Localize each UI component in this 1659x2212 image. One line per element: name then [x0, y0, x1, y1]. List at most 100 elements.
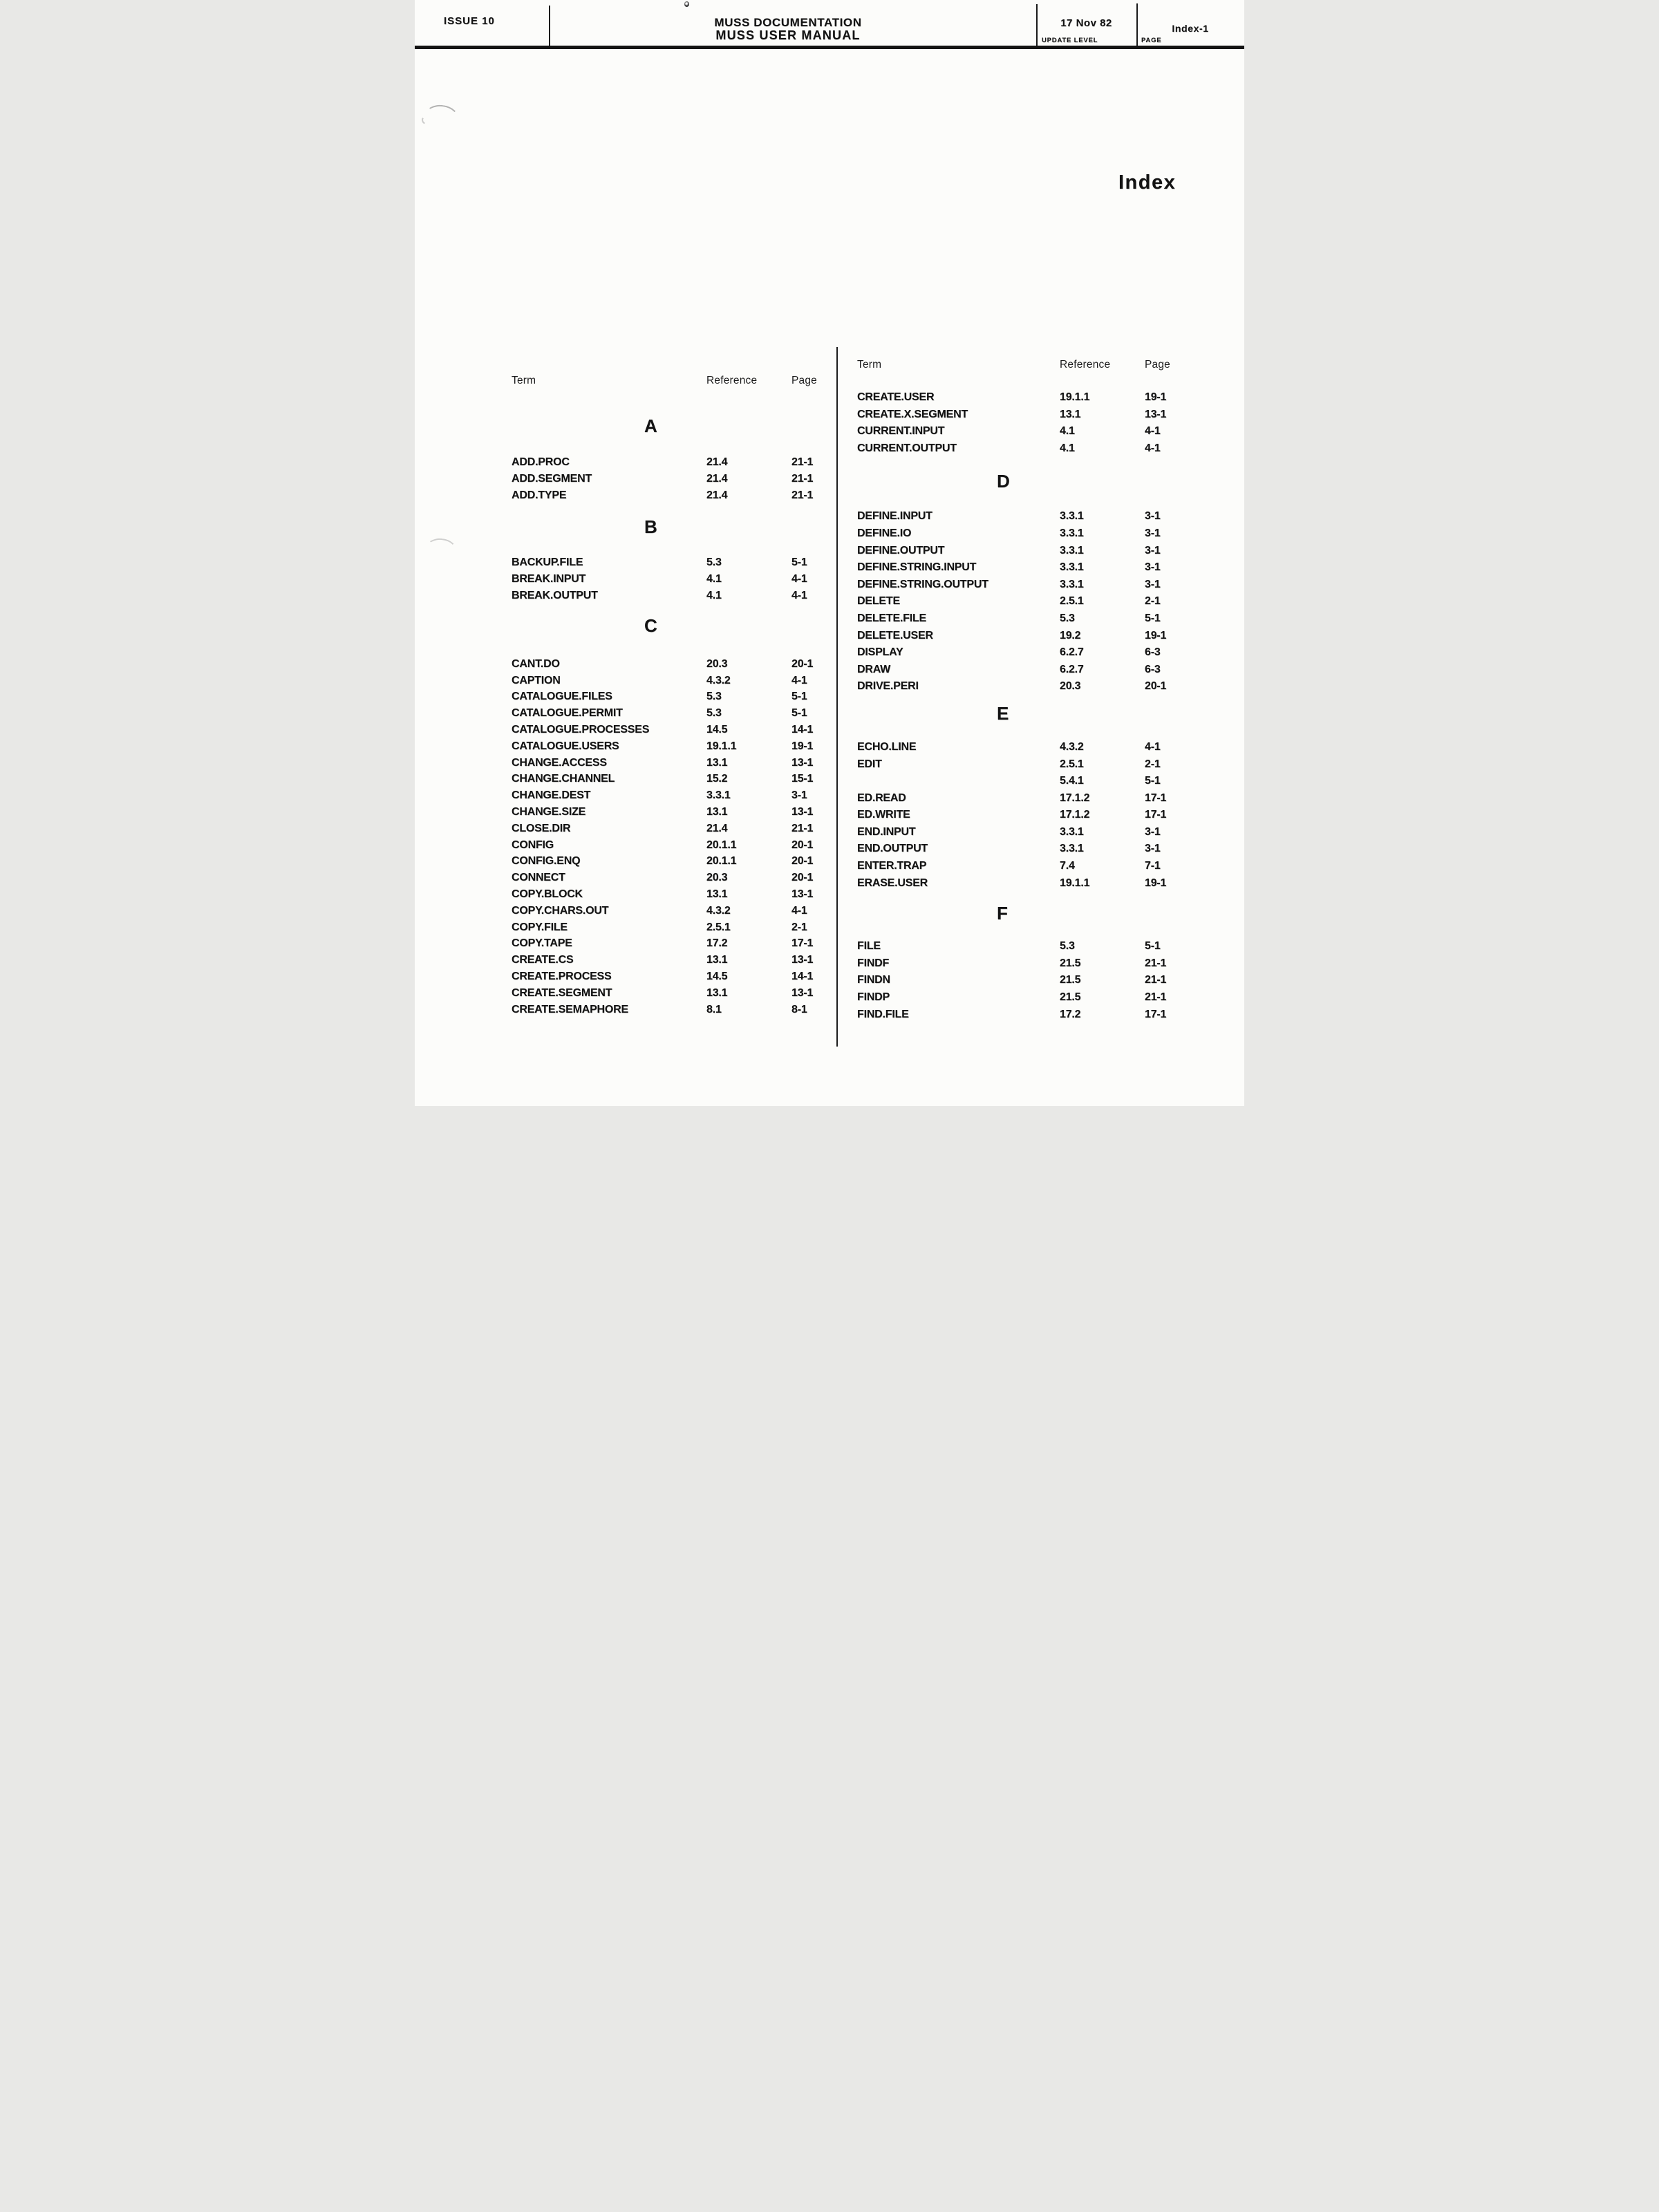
- index-page: 3-1: [1145, 527, 1161, 539]
- index-page: 3-1: [1145, 843, 1161, 855]
- index-page: 17-1: [1145, 791, 1167, 804]
- column-header-page: Page: [791, 375, 817, 386]
- index-row: FINDN 21.5 21-1: [857, 974, 1179, 991]
- index-reference: 2.5.1: [1060, 595, 1084, 608]
- header-divider-2: [1036, 4, 1038, 46]
- index-page: 19-1: [1145, 877, 1167, 889]
- index-term: CONFIG.ENQ: [512, 855, 581, 868]
- index-page: 5-1: [1145, 940, 1161, 953]
- index-row: FIND.FILE 17.2 17-1: [857, 1009, 1179, 1026]
- index-term: CREATE.PROCESS: [512, 970, 612, 982]
- index-reference: 3.3.1: [1060, 843, 1084, 855]
- index-reference: 14.5: [706, 723, 728, 735]
- index-page: 2-1: [1145, 758, 1161, 770]
- document-title-line1: MUSS DOCUMENTATION: [714, 16, 862, 29]
- index-term: ENTER.TRAP: [857, 860, 927, 872]
- index-row: COPY.TAPE 17.2 17-1: [512, 937, 834, 954]
- index-reference: 5.3: [1060, 940, 1075, 953]
- index-reference: 13.1: [706, 805, 728, 818]
- index-page: 5-1: [791, 691, 807, 703]
- index-page: 4-1: [791, 573, 807, 585]
- index-term: DEFINE.IO: [857, 527, 912, 539]
- column-header-term: Term: [857, 359, 882, 371]
- index-page: 4-1: [1145, 425, 1161, 438]
- index-page: 21-1: [791, 472, 814, 485]
- index-page: 13-1: [791, 756, 814, 769]
- index-reference: 5.3: [1060, 612, 1075, 624]
- index-row: CATALOGUE.USERS 19.1.1 19-1: [512, 740, 834, 757]
- index-row: DEFINE.STRING.INPUT 3.3.1 3-1: [857, 561, 1179, 579]
- index-term: EDIT: [857, 758, 882, 770]
- index-page: 6-3: [1145, 646, 1161, 659]
- index-term: CHANGE.SIZE: [512, 805, 586, 818]
- index-reference: 21.5: [1060, 991, 1081, 1004]
- index-row: DELETE.USER 19.2 19-1: [857, 630, 1179, 647]
- index-reference: 5.3: [706, 556, 722, 569]
- update-level-box: 17 Nov 82 UPDATE LEVEL: [1036, 0, 1136, 46]
- index-reference: 20.1.1: [706, 838, 737, 851]
- index-row: CHANGE.ACCESS 13.1 13-1: [512, 757, 834, 774]
- index-page: 4-1: [791, 904, 807, 917]
- index-page: 5-1: [791, 707, 807, 720]
- section-letter-f: F: [997, 903, 1008, 924]
- index-row: DRAW 6.2.7 6-3: [857, 664, 1179, 681]
- index-page: 8-1: [791, 1003, 807, 1015]
- index-page: 2-1: [791, 921, 807, 933]
- page-number-value: Index-1: [1172, 23, 1209, 34]
- index-term: CREATE.X.SEGMENT: [857, 408, 968, 420]
- index-term: CATALOGUE.FILES: [512, 691, 612, 703]
- scan-arc-artifact: [424, 536, 458, 564]
- index-page: 3-1: [1145, 578, 1161, 590]
- index-term: CREATE.SEGMENT: [512, 986, 612, 999]
- index-term: CREATE.SEMAPHORE: [512, 1003, 628, 1015]
- index-term: CHANGE.CHANNEL: [512, 773, 615, 785]
- index-reference: 19.1.1: [706, 740, 737, 752]
- index-reference: 17.2: [1060, 1008, 1081, 1020]
- index-page: 17-1: [791, 937, 814, 950]
- index-reference: 4.3.2: [1060, 740, 1084, 753]
- index-page: 7-1: [1145, 860, 1161, 872]
- index-page: 5-1: [791, 556, 807, 569]
- index-term: ED.WRITE: [857, 809, 910, 821]
- index-reference: 17.2: [706, 937, 728, 950]
- index-reference: 4.1: [1060, 442, 1075, 454]
- index-term: CURRENT.OUTPUT: [857, 442, 957, 454]
- column-header-page: Page: [1145, 359, 1170, 371]
- index-row: END.OUTPUT 3.3.1 3-1: [857, 843, 1179, 860]
- index-page: 21-1: [791, 489, 814, 501]
- header-divider-3: [1136, 3, 1138, 46]
- index-reference: 20.3: [706, 657, 728, 670]
- column-header-reference: Reference: [1060, 359, 1111, 371]
- index-term: ED.READ: [857, 791, 906, 804]
- column-header-reference: Reference: [706, 375, 758, 386]
- index-reference: 17.1.2: [1060, 809, 1090, 821]
- index-term: ADD.SEGMENT: [512, 472, 592, 485]
- section-letter-d: D: [997, 471, 1010, 492]
- index-row: CHANGE.CHANNEL 15.2 15-1: [512, 773, 834, 789]
- header-rule: [415, 46, 1244, 49]
- index-page: 2-1: [1145, 595, 1161, 608]
- index-term: DEFINE.INPUT: [857, 510, 932, 523]
- column-header-term: Term: [512, 375, 536, 386]
- index-page: 5-1: [1145, 775, 1161, 787]
- index-term: FINDF: [857, 957, 890, 969]
- index-term: COPY.TAPE: [512, 937, 572, 950]
- index-row: ADD.SEGMENT 21.4 21-1: [512, 473, 834, 489]
- index-row: CANT.DO 20.3 20-1: [512, 658, 834, 675]
- index-term: DISPLAY: [857, 646, 903, 659]
- index-row: DISPLAY 6.2.7 6-3: [857, 646, 1179, 664]
- index-term: DRIVE.PERI: [857, 680, 919, 693]
- index-page: 20-1: [791, 657, 814, 670]
- index-row: ECHO.LINE 4.3.2 4-1: [857, 741, 1179, 758]
- index-reference: 4.3.2: [706, 904, 731, 917]
- index-page: 3-1: [1145, 544, 1161, 556]
- index-row: ED.READ 17.1.2 17-1: [857, 792, 1179, 809]
- index-page: 21-1: [1145, 974, 1167, 986]
- index-reference: 7.4: [1060, 860, 1075, 872]
- index-reference: 3.3.1: [1060, 510, 1084, 523]
- index-term: COPY.CHARS.OUT: [512, 904, 609, 917]
- index-row: ADD.TYPE 21.4 21-1: [512, 489, 834, 506]
- index-term: CAPTION: [512, 674, 561, 686]
- index-row: BACKUP.FILE 5.3 5-1: [512, 556, 834, 573]
- index-page: 20-1: [791, 855, 814, 868]
